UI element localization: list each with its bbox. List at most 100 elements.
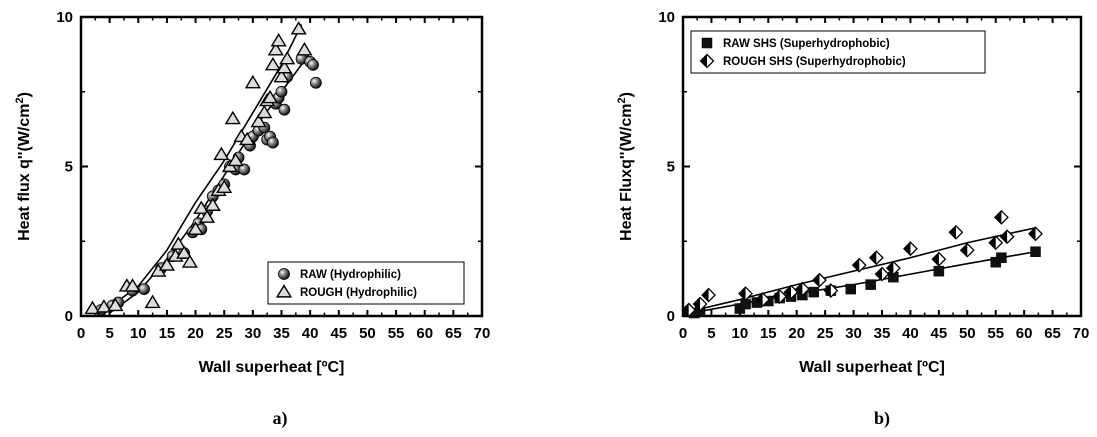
y-axis-title: Heat Fluxq''(W/cm2) [616, 92, 635, 241]
data-point [95, 299, 112, 313]
y-axis-title-main: Heat flux q''(W/cm [16, 104, 33, 241]
data-point [903, 241, 918, 257]
legend-label: RAW (Hydrophilic) [300, 269, 401, 281]
x-tick-label: 50 [959, 325, 976, 342]
x-tick-label: 65 [1044, 325, 1061, 342]
x-tick-label: 10 [130, 325, 147, 342]
data-point [692, 296, 708, 312]
data-point [244, 74, 261, 89]
data-point [783, 284, 799, 300]
x-tick-label: 45 [931, 325, 948, 342]
x-tick-label: 0 [679, 325, 687, 342]
data-point [755, 292, 771, 307]
y-tick-label: 10 [56, 9, 73, 26]
data-point [851, 257, 867, 273]
data-point [931, 251, 947, 267]
x-tick-label: 0 [77, 325, 85, 342]
data-point [845, 283, 856, 295]
data-point [187, 221, 204, 235]
legend-label: ROUGH (Hydrophilic) [300, 287, 417, 299]
data-point [290, 21, 307, 35]
x-tick-label: 65 [445, 325, 462, 342]
data-point [1028, 226, 1043, 242]
data-point [296, 42, 313, 56]
data-point [238, 163, 251, 176]
x-tick-label: 10 [732, 325, 749, 342]
data-point [993, 209, 1009, 225]
legend: RAW SHS (Superhydrophobic) ROUGH SHS (Sup… [690, 30, 986, 74]
data-point [279, 50, 296, 65]
y-axis-title-superscript: 2 [14, 97, 26, 103]
data-point [256, 104, 273, 119]
data-point [239, 131, 256, 146]
x-tick-label: 40 [902, 325, 919, 342]
x-tick-label: 35 [874, 325, 891, 342]
x-tick-label: 25 [216, 325, 233, 342]
chart-panel-a: 0 5 10 15 20 25 30 35 40 45 50 55 60 65 70 0 5 10 RAW (Hyd… [14, 9, 490, 429]
data-point [264, 56, 281, 71]
x-tick-label: 70 [1073, 325, 1090, 342]
data-point [874, 266, 890, 282]
x-tick-label: 60 [416, 325, 433, 342]
data-point [267, 42, 284, 56]
data-point [812, 272, 827, 288]
x-tick-label: 20 [788, 325, 805, 342]
y-tick-label: 5 [65, 159, 73, 176]
y-tick-label: 10 [658, 9, 675, 26]
data-point [270, 33, 287, 47]
legend-marker [699, 53, 715, 69]
legend-label: ROUGH SHS (Superhydrophobic) [723, 56, 906, 68]
data-point [738, 286, 753, 301]
data-point [227, 152, 244, 167]
data-point [276, 59, 293, 74]
data-point [772, 289, 788, 304]
data-point [181, 254, 198, 268]
data-point [988, 235, 1004, 251]
data-point [865, 279, 876, 290]
chart-panel-b: 0 5 10 15 20 25 30 35 40 45 50 55 60 65 70 0 5 10 RAW SHS … [616, 9, 1089, 429]
x-tick-label: 55 [987, 325, 1004, 342]
x-tick-label: 25 [817, 325, 834, 342]
data-point [275, 85, 288, 98]
y-axis-title-superscript: 2 [616, 97, 628, 103]
data-point [224, 110, 241, 125]
y-tick-label: 0 [667, 308, 675, 325]
data-point [144, 294, 161, 309]
data-point [278, 103, 291, 116]
data-point [701, 287, 717, 303]
x-tick-label: 5 [707, 325, 715, 342]
data-point [273, 68, 290, 83]
data-point [996, 252, 1007, 263]
x-tick-label: 55 [388, 325, 405, 342]
data-point [959, 242, 975, 258]
data-point [107, 297, 124, 312]
y-axis-title-end: ) [16, 92, 33, 97]
x-tick-label: 45 [330, 325, 347, 342]
data-point [158, 257, 175, 271]
series-2-points [84, 21, 313, 315]
data-point [948, 224, 964, 240]
x-tick-label: 20 [187, 325, 204, 342]
data-point [808, 286, 820, 298]
data-point [261, 89, 279, 104]
data-point [124, 278, 141, 292]
x-axis-title: Wall superheat [ºC] [199, 359, 345, 376]
data-point [885, 260, 901, 276]
data-point [193, 200, 210, 214]
data-point [868, 250, 884, 266]
data-point [84, 300, 101, 315]
legend-marker [275, 284, 293, 298]
y-axis-title-end: ) [618, 92, 635, 97]
x-tick-label: 40 [302, 325, 319, 342]
data-point [999, 229, 1015, 245]
legend-marker [701, 37, 713, 49]
data-point [204, 197, 221, 211]
x-tick-label: 15 [760, 325, 777, 342]
data-point [170, 236, 187, 250]
data-point [176, 245, 193, 259]
data-point [213, 146, 230, 161]
x-tick-label: 50 [359, 325, 376, 342]
data-point [216, 179, 233, 194]
data-point [309, 76, 322, 89]
